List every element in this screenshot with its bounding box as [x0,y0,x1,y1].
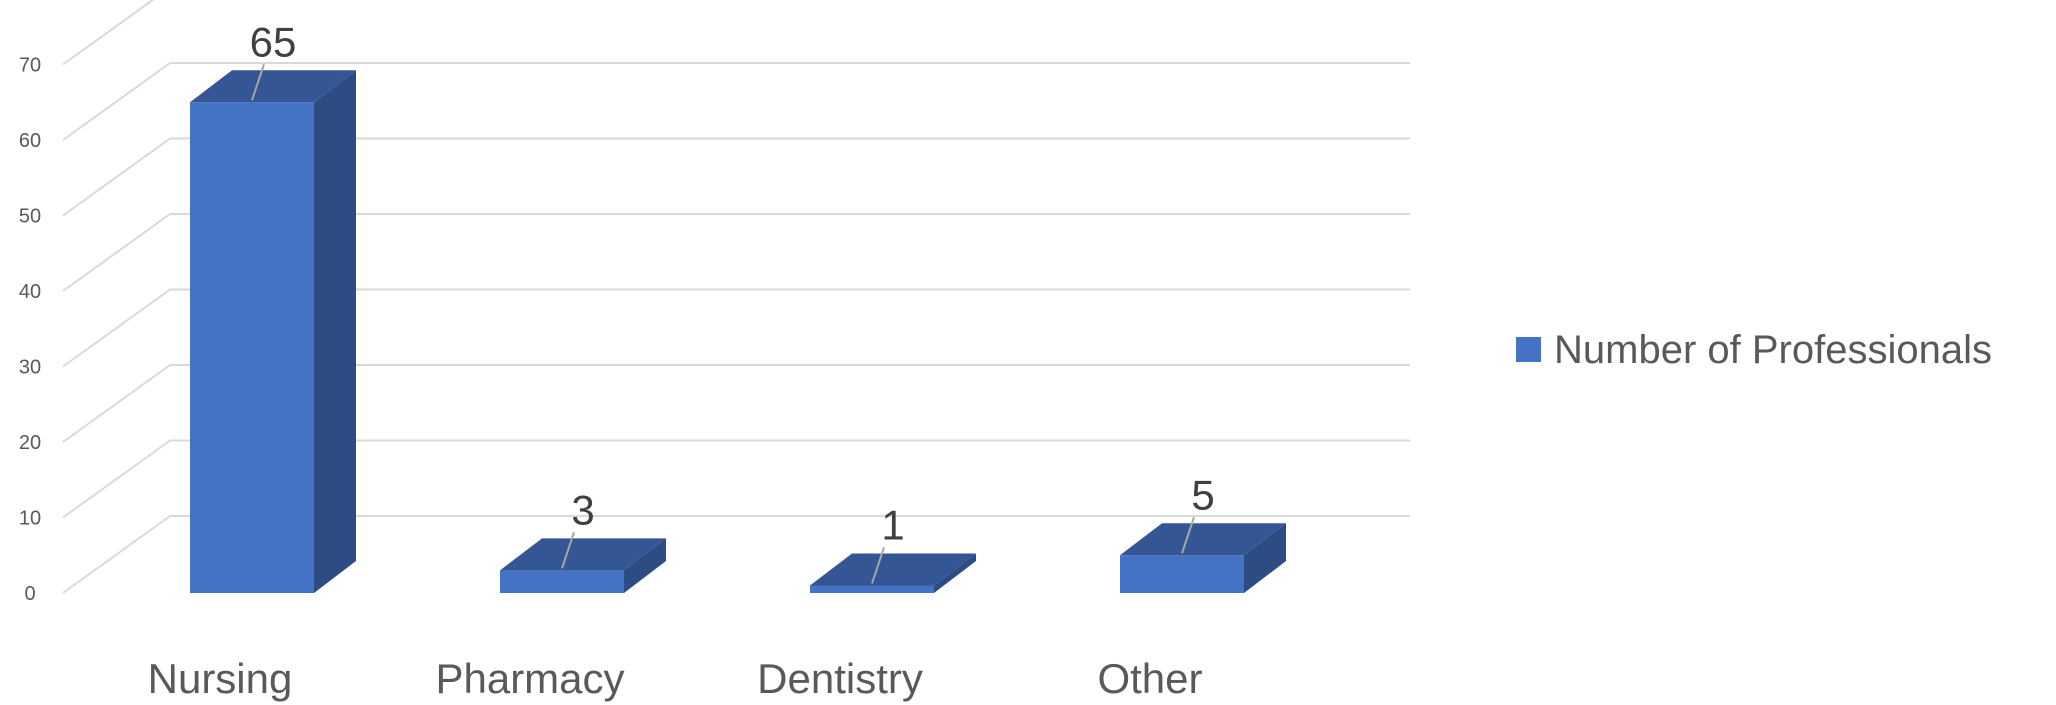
leader-line [561,532,575,569]
x-tick-label: Nursing [148,655,293,702]
y-tick-label: 70 [19,55,41,77]
x-tick-label: Dentistry [757,655,923,702]
bar-other [1120,523,1286,593]
data-label: 5 [1191,471,1214,518]
y-tick-label: 30 [19,357,41,379]
bar-front [810,585,934,593]
x-tick-label: Other [1097,655,1202,702]
x-axis: Nursing Pharmacy Dentistry Other [148,655,1203,702]
legend-swatch [1516,337,1541,362]
bar-top [500,538,666,571]
gridline-diagonal [62,137,171,217]
leader-line [251,63,265,101]
y-tick-label: 0 [24,583,35,605]
x-tick-label: Pharmacy [435,655,624,702]
data-label: 3 [571,486,594,533]
legend: Number of Professionals [1516,328,1992,372]
y-tick-label: 40 [19,281,41,303]
bar-front [1120,555,1244,593]
gridline-diagonal [62,515,171,594]
leader-line [1181,516,1195,554]
gridline-diagonal [62,0,155,66]
bar-side [314,70,356,593]
gridlines [62,0,1410,594]
data-label: 1 [881,501,904,548]
y-axis: 0 10 20 30 40 50 60 70 [19,55,41,606]
bar-side [1244,523,1286,593]
legend-entry: Number of Professionals [1554,328,1992,372]
leader-line [871,547,885,584]
bar-pharmacy [500,538,666,593]
y-tick-label: 10 [19,508,41,530]
bar-side [934,553,976,593]
bar-dentistry [810,553,976,593]
bars [190,70,1286,593]
bar-top [190,70,356,103]
bar-front [190,102,314,593]
data-label: 65 [250,18,297,65]
y-tick-label: 50 [19,206,41,228]
gridline-diagonal [62,213,171,292]
bar-nursing [190,70,356,593]
bar-top [810,553,976,586]
y-tick-label: 20 [19,432,41,454]
bar-top [1120,523,1286,556]
gridline-diagonal [62,288,171,368]
gridline-diagonal [62,439,171,519]
bar-side [624,538,666,593]
y-tick-label: 60 [19,130,41,152]
gridline-diagonal [62,62,171,141]
gridline-diagonal [62,364,171,443]
data-labels: 65 3 1 5 [250,18,1215,584]
bar-front [500,570,624,593]
